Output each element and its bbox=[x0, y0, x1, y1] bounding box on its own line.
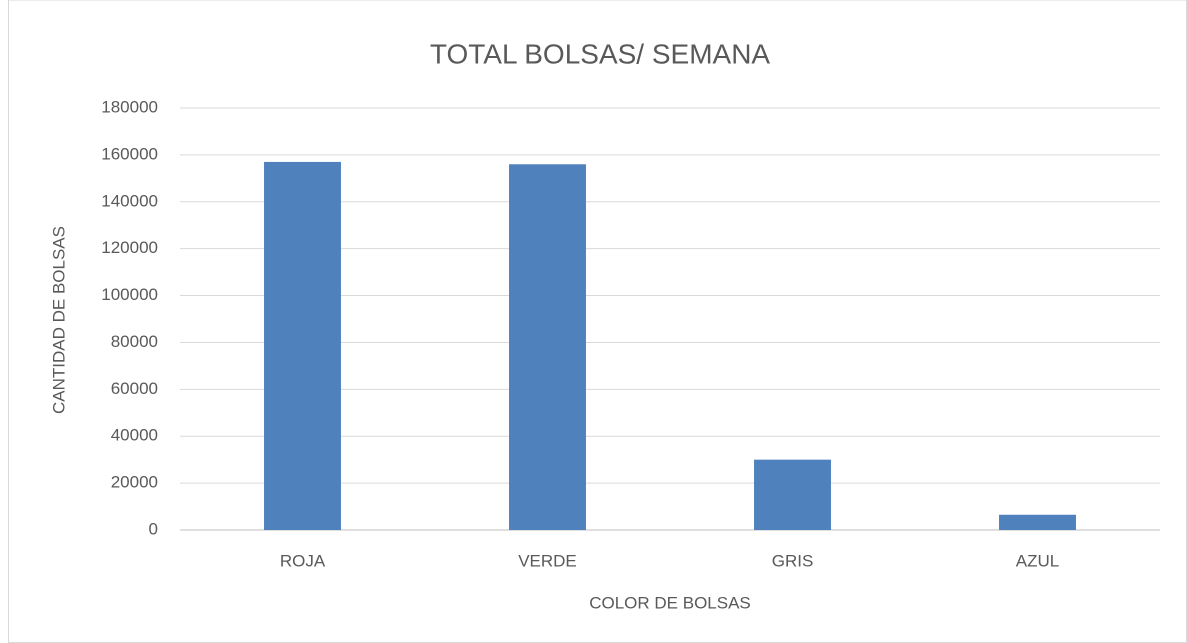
x-tick-label: GRIS bbox=[772, 551, 814, 570]
y-tick-label: 0 bbox=[149, 519, 158, 538]
x-tick-label: AZUL bbox=[1016, 551, 1059, 570]
y-tick-label: 140000 bbox=[101, 191, 158, 210]
chart-border bbox=[8, 0, 1187, 643]
y-tick-label: 160000 bbox=[101, 144, 158, 163]
x-axis-title: COLOR DE BOLSAS bbox=[589, 593, 751, 612]
y-tick-label: 20000 bbox=[111, 473, 158, 492]
bar bbox=[264, 161, 341, 530]
y-tick-label: 120000 bbox=[101, 238, 158, 257]
x-tick-label: VERDE bbox=[518, 551, 577, 570]
bar bbox=[509, 164, 586, 530]
y-tick-label: 100000 bbox=[101, 285, 158, 304]
bar bbox=[999, 514, 1076, 530]
y-tick-label: 40000 bbox=[111, 426, 158, 445]
x-tick-label: ROJA bbox=[280, 551, 326, 570]
bar bbox=[754, 459, 831, 530]
y-axis-title: CANTIDAD DE BOLSAS bbox=[49, 226, 68, 414]
y-tick-label: 80000 bbox=[111, 332, 158, 351]
y-tick-label: 60000 bbox=[111, 379, 158, 398]
chart-title: TOTAL BOLSAS/ SEMANA bbox=[430, 38, 771, 69]
y-tick-label: 180000 bbox=[101, 97, 158, 116]
